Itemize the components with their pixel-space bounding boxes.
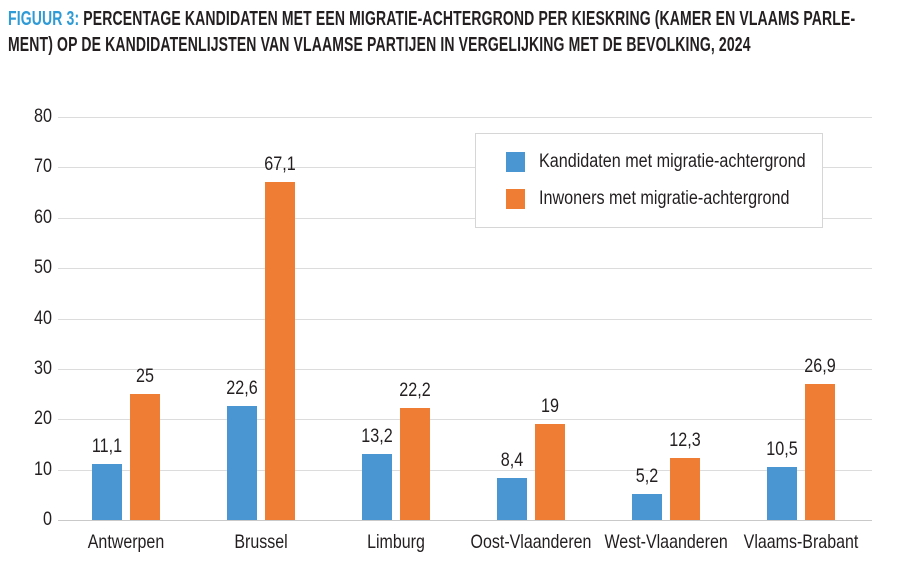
legend-item-inwoners: Inwoners met migratie-achtergrond — [506, 188, 834, 209]
y-axis-tick-label: 30 — [34, 357, 52, 379]
bar-value-label-west-vlaanderen-1: 12,3 — [669, 430, 701, 452]
y-axis-tick-label: 0 — [43, 509, 52, 530]
y-axis-tick-label: 20 — [34, 408, 52, 430]
bar-kandidaten-limburg — [362, 453, 392, 520]
bar-inwoners-limburg — [400, 408, 430, 520]
y-axis-tick-label: 80 — [34, 106, 52, 127]
y-axis-tick-label: 70 — [34, 156, 52, 178]
y-axis-tick-label: 40 — [34, 307, 52, 329]
gridline — [58, 167, 872, 169]
bar-inwoners-brussel — [265, 181, 295, 520]
y-axis-tick-label: 50 — [34, 257, 52, 279]
bar-value-label-limburg-0: 13,2 — [361, 425, 393, 447]
gridline — [58, 318, 872, 320]
bar-inwoners-vlaams-brabant — [805, 384, 835, 520]
x-axis-category-label-vlaams-brabant: Vlaams-Brabant — [743, 531, 859, 553]
gridline — [58, 469, 872, 471]
bar-value-label-limburg-1: 22,2 — [399, 380, 431, 402]
y-axis-tick-label: 60 — [34, 206, 52, 228]
legend-swatch-orange — [506, 189, 525, 209]
bar-chart-plot-area: 0 10 20 30 40 50 60 70 80 11,1 25 Antwerpen 22,6 67,1… — [0, 90, 900, 570]
bar-value-label-oost-vlaanderen-1: 19 — [541, 396, 559, 418]
figure-title-line2: MENT) OP DE KANDIDATENLIJSTEN VAN VLAAMS… — [8, 34, 751, 56]
gridline — [58, 117, 872, 118]
legend-item-kandidaten: Kandidaten met migratie-achtergrond — [506, 151, 853, 172]
bar-value-label-vlaams-brabant-0: 10,5 — [766, 439, 798, 461]
gridline — [58, 268, 872, 270]
bar-value-label-oost-vlaanderen-0: 8,4 — [500, 449, 524, 471]
bar-kandidaten-vlaams-brabant — [767, 467, 797, 520]
bar-kandidaten-antwerpen — [92, 464, 122, 520]
gridline — [58, 217, 872, 219]
legend-label-kandidaten: Kandidaten met migratie-achtergrond — [539, 151, 806, 172]
bar-inwoners-west-vlaanderen — [670, 458, 700, 520]
bar-value-label-brussel-1: 67,1 — [264, 153, 296, 175]
bar-inwoners-antwerpen — [130, 394, 160, 520]
gridline — [58, 419, 872, 421]
bar-kandidaten-oost-vlaanderen — [497, 477, 527, 520]
bar-value-label-vlaams-brabant-1: 26,9 — [804, 356, 836, 378]
bar-inwoners-oost-vlaanderen — [535, 424, 565, 520]
bar-kandidaten-brussel — [227, 406, 257, 520]
figure-number-label: FIGUUR 3: — [8, 8, 80, 30]
y-axis-tick-label: 10 — [34, 458, 52, 480]
x-axis-category-label-antwerpen: Antwerpen — [87, 531, 165, 553]
legend-label-inwoners: Inwoners met migratie-achtergrond — [539, 188, 790, 209]
bar-value-label-antwerpen-1: 25 — [136, 366, 154, 388]
chart-legend: Kandidaten met migratie-achtergrond Inwo… — [475, 133, 823, 228]
bar-value-label-antwerpen-0: 11,1 — [91, 436, 123, 458]
bar-value-label-brussel-0: 22,6 — [226, 378, 258, 400]
figure-title-line1: PERCENTAGE KANDIDATEN MET EEN MIGRATIE-A… — [83, 8, 856, 30]
x-axis-category-label-west-vlaanderen: West-Vlaanderen — [604, 531, 728, 553]
legend-swatch-blue — [506, 152, 525, 172]
x-axis-category-label-brussel: Brussel — [234, 531, 288, 553]
bar-value-label-west-vlaanderen-0: 5,2 — [635, 465, 659, 487]
x-axis-category-label-limburg: Limburg — [367, 531, 425, 553]
x-axis-line — [58, 520, 872, 521]
figure-title: FIGUUR 3: PERCENTAGE KANDIDATEN MET EEN … — [8, 6, 900, 58]
gridline — [58, 368, 872, 370]
x-axis-category-label-oost-vlaanderen: Oost-Vlaanderen — [470, 531, 592, 553]
bar-kandidaten-west-vlaanderen — [632, 493, 662, 520]
